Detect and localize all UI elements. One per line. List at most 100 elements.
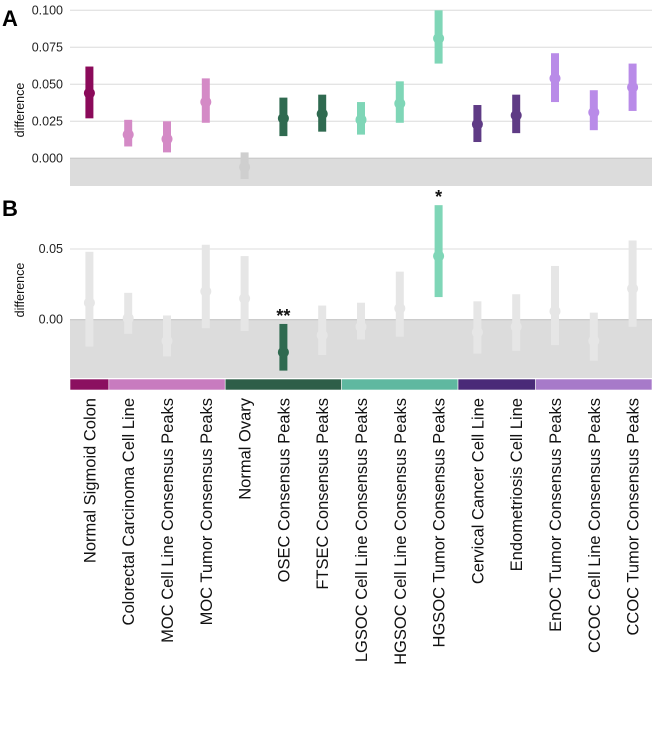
mean-marker: [588, 335, 600, 347]
error-bar: [357, 302, 365, 340]
group-color-bar: [535, 378, 653, 391]
data-point-1: [83, 66, 95, 119]
mean-marker: [549, 305, 561, 317]
mean-marker: [239, 292, 251, 304]
mean-marker: [627, 283, 639, 295]
data-point-9: [394, 81, 406, 123]
panel-A: 0.000 0.025 0.050 0.075 0.100 difference A: [2, 3, 652, 186]
x-category-label: HGSOC Tumor Consensus Peaks: [431, 398, 449, 647]
mean-marker: [394, 98, 406, 110]
mean-marker: [433, 250, 445, 262]
data-point-10: [433, 10, 445, 64]
error-bar: [551, 265, 559, 346]
mean-marker: [122, 312, 134, 324]
y-tick-label: 0.000: [32, 151, 63, 165]
x-category-label: Normal Ovary: [237, 397, 255, 500]
data-point-9: [394, 271, 406, 337]
data-point-15: [627, 63, 639, 111]
data-point-11: [471, 105, 483, 143]
mean-marker: [549, 72, 561, 84]
mean-marker: [83, 297, 95, 309]
significance-marker: *: [435, 187, 442, 207]
data-point-8: [355, 302, 367, 340]
mean-marker: [355, 114, 367, 126]
group-color-bar: [224, 378, 342, 391]
data-point-2: [122, 292, 134, 334]
y-tick-label: 0.050: [32, 77, 63, 91]
x-category-label: Cervical Cancer Cell Line: [469, 398, 487, 584]
group-color-bar: [457, 378, 536, 391]
mean-marker: [471, 118, 483, 130]
data-point-4: [200, 78, 212, 123]
mean-marker: [161, 133, 173, 145]
mean-marker: [161, 335, 173, 347]
mean-marker: [316, 108, 328, 120]
mean-marker: [200, 285, 212, 297]
mean-marker: [355, 321, 367, 333]
data-point-6: **: [276, 306, 290, 371]
mean-marker: [588, 106, 600, 118]
x-category-label: Normal Sigmoid Colon: [81, 398, 99, 563]
group-color-bar: [108, 378, 226, 391]
mean-marker: [277, 112, 289, 124]
data-point-6: [277, 97, 289, 137]
data-point-7: [316, 305, 328, 356]
data-point-8: [355, 102, 367, 135]
x-category-label: LGSOC Cell Line Consensus Peaks: [353, 398, 371, 662]
mean-marker: [83, 87, 95, 99]
mean-marker: [471, 326, 483, 338]
x-category-label: CCOC Cell Line Consensus Peaks: [586, 398, 604, 653]
x-category-label: MOC Tumor Consensus Peaks: [198, 398, 216, 625]
mean-marker: [277, 346, 289, 358]
data-point-12: [510, 94, 522, 134]
data-point-3: [161, 315, 173, 357]
mean-marker: [200, 96, 212, 108]
data-point-14: [588, 312, 600, 361]
below-zero-shading: [70, 158, 652, 186]
y-tick-label: 0.05: [39, 242, 63, 256]
x-category-label: MOC Cell Line Consensus Peaks: [159, 398, 177, 643]
x-category-label: EnOC Tumor Consensus Peaks: [547, 398, 565, 632]
data-point-13: [549, 53, 561, 103]
mean-marker: [627, 81, 639, 93]
mean-marker: [122, 129, 134, 141]
data-point-5: [239, 152, 251, 180]
mean-marker: [433, 32, 445, 44]
mean-marker: [394, 302, 406, 314]
y-axis-label: difference: [13, 263, 27, 318]
data-point-4: [200, 244, 212, 329]
x-category-label: Colorectal Carcinoma Cell Line: [120, 398, 138, 625]
significance-marker: **: [276, 306, 290, 326]
mean-marker: [316, 329, 328, 341]
x-category-label: Endometriosis Cell Line: [508, 398, 526, 571]
x-category-label: OSEC Consensus Peaks: [275, 398, 293, 582]
mean-marker: [239, 161, 251, 173]
x-category-label: HGSOC Cell Line Consensus Peaks: [392, 398, 410, 665]
data-point-14: [588, 90, 600, 131]
y-tick-label: 0.025: [32, 114, 63, 128]
group-color-bar: [341, 378, 459, 391]
x-category-label: FTSEC Consensus Peaks: [314, 398, 332, 590]
data-point-12: [510, 294, 522, 351]
panel-label: B: [2, 196, 18, 221]
y-tick-label: 0.075: [32, 40, 63, 54]
mean-marker: [510, 321, 522, 333]
mean-marker: [510, 109, 522, 121]
data-point-7: [316, 94, 328, 132]
y-tick-label: 0.100: [32, 3, 63, 17]
data-point-3: [161, 121, 173, 153]
group-color-bar: [69, 378, 110, 391]
panel-label: A: [2, 6, 18, 31]
data-point-1: [83, 251, 95, 347]
data-point-2: [122, 119, 134, 147]
y-axis-label: difference: [13, 83, 27, 138]
data-point-11: [471, 301, 483, 354]
data-point-5: [239, 256, 251, 332]
data-point-10: *: [433, 187, 445, 298]
data-point-15: [627, 240, 639, 327]
y-tick-label: 0.00: [39, 313, 63, 327]
x-category-label: CCOC Tumor Consensus Peaks: [625, 398, 643, 636]
data-point-13: [549, 265, 561, 346]
